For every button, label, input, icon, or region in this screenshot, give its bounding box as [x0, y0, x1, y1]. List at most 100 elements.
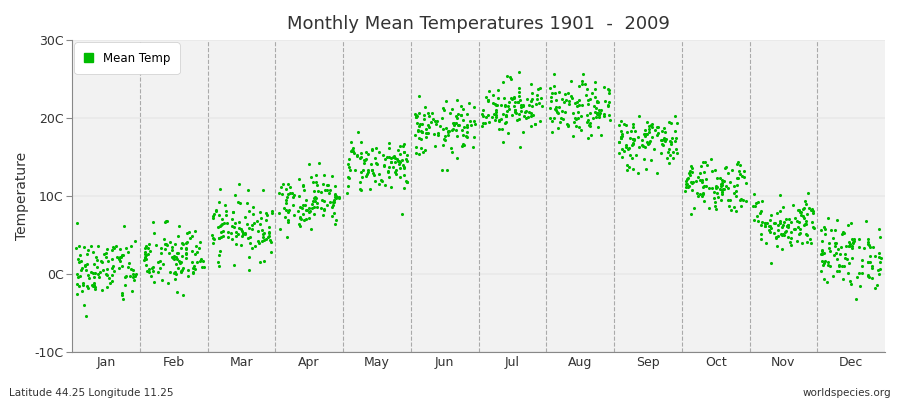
Point — [94, 258, 109, 264]
Point — [623, 135, 637, 141]
Point — [302, 161, 317, 167]
Point — [713, 175, 727, 182]
Point — [679, 177, 693, 184]
Point — [304, 204, 319, 211]
Point — [411, 127, 426, 133]
Point — [626, 135, 640, 142]
Point — [612, 139, 626, 146]
Point — [297, 216, 311, 223]
Point — [212, 258, 226, 265]
Point — [767, 220, 781, 226]
Point — [558, 90, 572, 97]
Point — [439, 124, 454, 131]
Point — [70, 220, 85, 226]
Point — [417, 112, 431, 118]
Point — [654, 136, 669, 143]
Point — [325, 212, 339, 219]
Point — [797, 205, 812, 211]
Point — [638, 126, 652, 133]
Point — [589, 104, 603, 111]
Point — [310, 200, 324, 207]
Point — [656, 142, 670, 148]
Point — [838, 254, 852, 261]
Point — [359, 148, 374, 155]
Point — [176, 252, 190, 259]
Point — [350, 128, 365, 135]
Point — [354, 187, 368, 193]
Point — [494, 126, 508, 132]
Point — [279, 207, 293, 213]
Point — [245, 222, 259, 228]
Point — [846, 239, 860, 245]
Point — [709, 184, 724, 190]
Point — [256, 234, 270, 240]
Point — [660, 155, 674, 162]
Point — [279, 200, 293, 206]
Point — [97, 251, 112, 257]
Point — [612, 122, 626, 128]
Point — [544, 114, 558, 121]
Point — [125, 267, 140, 273]
Point — [443, 110, 457, 116]
Point — [788, 226, 802, 232]
Point — [383, 155, 398, 161]
Point — [525, 81, 539, 87]
Point — [843, 241, 858, 248]
Point — [840, 256, 854, 262]
Point — [291, 208, 305, 214]
Point — [87, 283, 102, 290]
Point — [195, 258, 210, 264]
Point — [580, 86, 594, 92]
Point — [685, 187, 699, 194]
Point — [310, 204, 324, 211]
Point — [109, 243, 123, 249]
Point — [435, 114, 449, 121]
Point — [502, 99, 517, 106]
Point — [788, 214, 802, 221]
Point — [580, 119, 594, 125]
Point — [365, 170, 380, 176]
Point — [129, 270, 143, 277]
Point — [112, 258, 127, 265]
Point — [559, 97, 573, 104]
Point — [265, 210, 279, 216]
Point — [302, 208, 317, 215]
Point — [253, 220, 267, 227]
Point — [770, 210, 785, 217]
Point — [446, 120, 461, 126]
Point — [299, 216, 313, 222]
Point — [733, 162, 747, 168]
Point — [238, 230, 252, 236]
Point — [823, 248, 837, 254]
Point — [240, 200, 255, 206]
Point — [366, 172, 381, 178]
Point — [454, 127, 469, 134]
Point — [139, 252, 153, 258]
Point — [794, 212, 808, 219]
Point — [777, 219, 791, 226]
Point — [281, 181, 295, 188]
Point — [680, 176, 695, 182]
Point — [822, 240, 836, 246]
Point — [747, 190, 761, 197]
Point — [149, 242, 164, 248]
Point — [153, 250, 167, 256]
Point — [449, 120, 464, 126]
Point — [419, 126, 434, 132]
Point — [587, 103, 601, 110]
Point — [364, 167, 379, 173]
Point — [76, 288, 90, 294]
Point — [770, 234, 784, 241]
Point — [217, 220, 231, 226]
Point — [256, 230, 271, 236]
Point — [414, 135, 428, 142]
Point — [726, 190, 741, 196]
Point — [709, 206, 724, 212]
Point — [842, 243, 856, 250]
Point — [182, 229, 196, 235]
Point — [72, 283, 86, 290]
Point — [654, 136, 669, 143]
Point — [547, 89, 562, 96]
Point — [533, 118, 547, 124]
Point — [412, 135, 427, 142]
